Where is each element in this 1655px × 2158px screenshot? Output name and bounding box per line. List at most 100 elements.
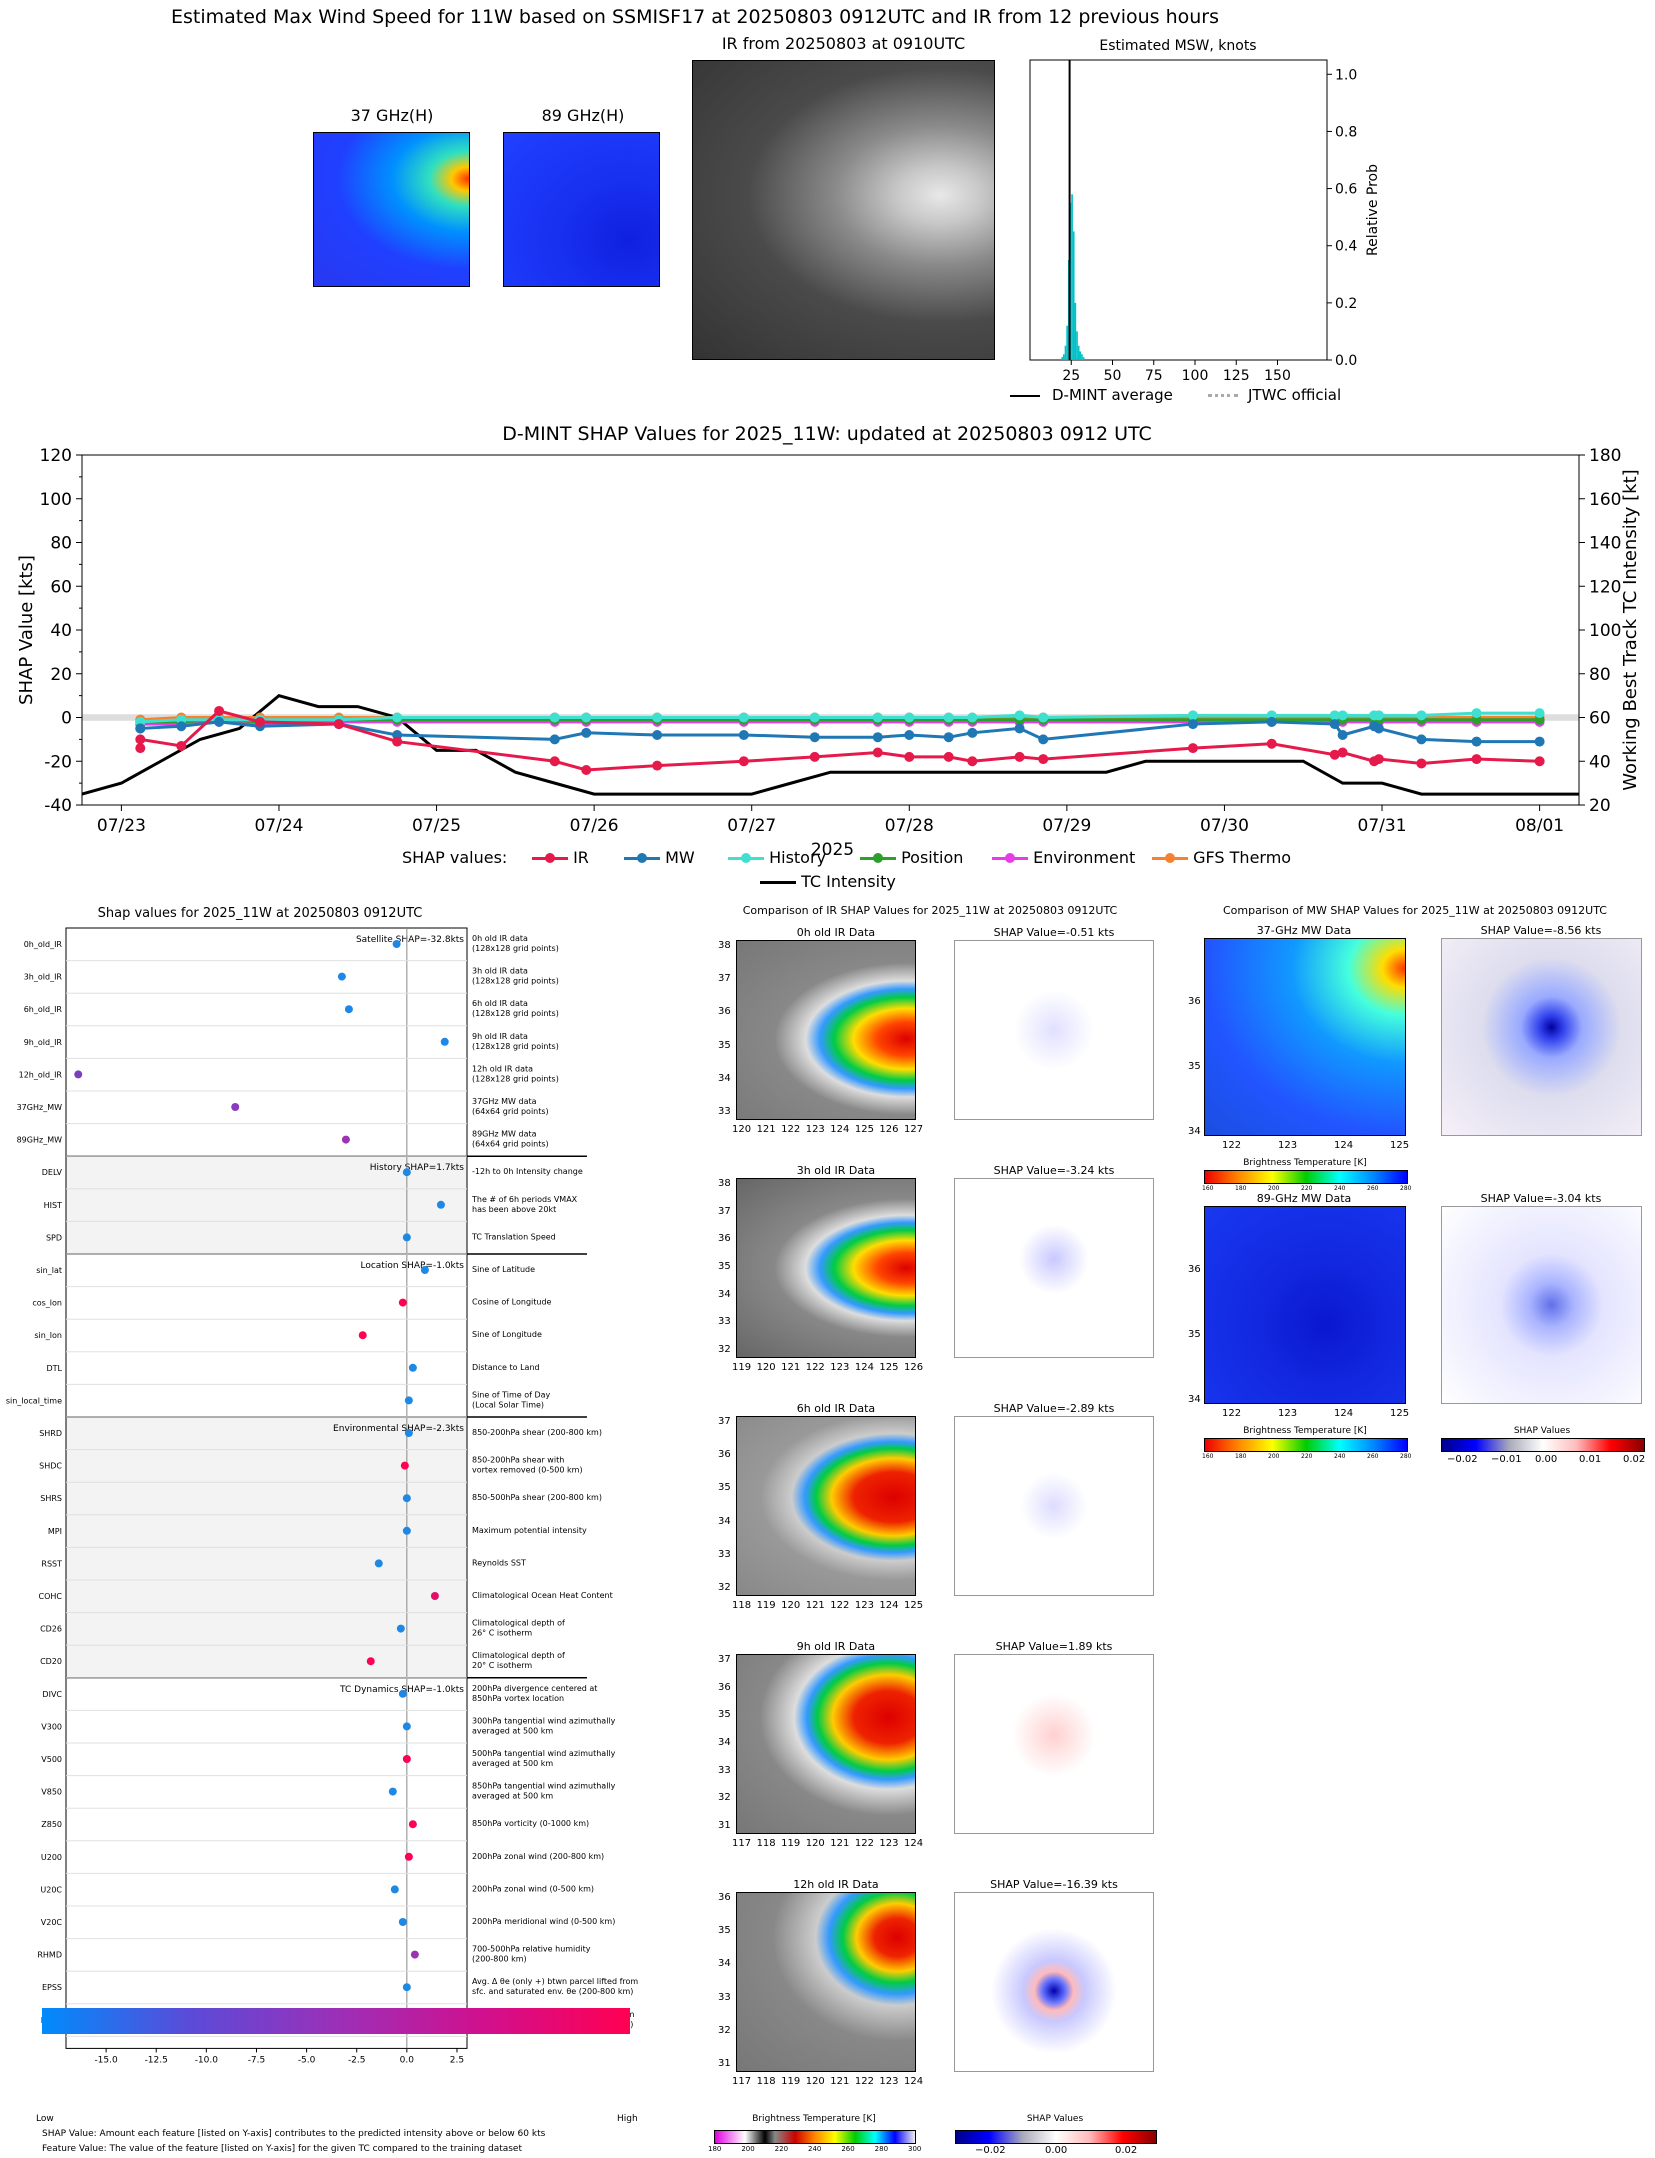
series-point-mw	[214, 716, 225, 727]
ir-compare-title: Comparison of IR SHAP Values for 2025_11…	[742, 904, 1118, 917]
msw-bar	[1072, 231, 1075, 360]
msw-ylabel: Relative Prob	[1365, 164, 1381, 256]
mw-ytick-label: 34	[1188, 1394, 1201, 1405]
ts-y2tick-label: 60	[1589, 709, 1611, 729]
group-label: Satellite SHAP=-32.8kts	[356, 935, 464, 945]
ts-xtick-label: 07/23	[97, 816, 146, 836]
feature-name: 9h_old_IR	[24, 1038, 63, 1047]
ir-ytick-label: 38	[718, 1178, 731, 1189]
ir-panel-label: 3h old IR Data	[796, 1164, 876, 1177]
ir-title: IR from 20250803 at 0910UTC	[721, 34, 966, 53]
ts-xtick-label: 07/27	[727, 816, 776, 836]
ir-xtick-label: 119	[781, 1838, 801, 1849]
series-point-ir	[1373, 754, 1384, 765]
series-point-ir	[967, 756, 978, 767]
series-point-mw	[1337, 730, 1348, 740]
feature-desc: 26° C isotherm	[472, 1629, 532, 1638]
series-point-history	[549, 712, 560, 723]
ts-y2tick-label: 20	[1589, 796, 1611, 816]
features-title: Shap values for 2025_11W at 20250803 091…	[97, 906, 423, 921]
mw-bt-tick-label: 180	[1235, 1185, 1247, 1192]
series-point-ir	[176, 740, 187, 751]
feature-shap-dot	[374, 1559, 383, 1568]
ir-ytick-label: 37	[718, 973, 731, 985]
feature-shap-dot	[402, 1755, 411, 1763]
ts-y2tick-label: 140	[1589, 534, 1621, 554]
series-point-mw	[809, 732, 820, 743]
series-point-mw	[652, 730, 663, 740]
ts-ytick-label: 80	[50, 534, 72, 554]
ts-xlabel: 2025	[811, 840, 854, 860]
ir-xtick-label: 123	[830, 1362, 850, 1373]
feature-desc: (128x128 grid points)	[472, 1074, 559, 1083]
ts-y2tick-label: 80	[1589, 665, 1611, 685]
ir-xtick-label: 118	[732, 1600, 752, 1611]
series-line-history	[140, 711, 1540, 724]
feature-shap-dot	[404, 1396, 413, 1405]
ir-shap-colorbar	[955, 2130, 1157, 2144]
ts-ytick-label: 40	[50, 621, 72, 641]
ir-xtick-label: 121	[805, 1600, 825, 1611]
ir-xtick-label: 120	[732, 1124, 752, 1135]
ir-bt-tick-label: 240	[808, 2145, 822, 2153]
msw-bar	[1071, 194, 1073, 360]
series-point-ir	[1329, 749, 1340, 760]
series-point-history	[581, 712, 592, 723]
colorbar-low-label: Low	[36, 2114, 54, 2124]
feat-xtick-label: -2.5	[348, 2055, 366, 2065]
ir-shap-value-label: SHAP Value=1.89 kts	[995, 1640, 1113, 1653]
mw-bt-tick-label: 200	[1268, 1185, 1280, 1192]
feature-shap-dot	[74, 1070, 83, 1079]
ir-bt-tick-label: 300	[908, 2145, 922, 2153]
ir-shap-map	[954, 1892, 1154, 2072]
ir-shap-value-label: SHAP Value=-3.24 kts	[993, 1164, 1115, 1177]
feature-desc: 89GHz MW data	[472, 1130, 537, 1139]
ir-xtick-label: 124	[904, 1838, 924, 1849]
series-point-history	[1534, 708, 1545, 719]
ts-legend-prefix: SHAP values:	[402, 848, 508, 867]
feat-xtick-label: -7.5	[248, 2055, 266, 2065]
legend-label: MW	[660, 848, 695, 867]
ir-ytick-label: 33	[718, 1764, 731, 1776]
ir-ytick-label: 36	[718, 1681, 731, 1693]
feature-desc: (128x128 grid points)	[472, 1042, 559, 1051]
mw-ytick-label: 36	[1188, 996, 1201, 1007]
msw-ytick-label: 0.0	[1335, 353, 1357, 369]
feature-desc: The # of 6h periods VMAX	[471, 1195, 578, 1204]
feature-desc: Sine of Longitude	[472, 1330, 542, 1339]
ir-ytick-label: 36	[718, 1006, 731, 1018]
feature-name: SPD	[46, 1233, 62, 1242]
series-point-history	[904, 712, 915, 723]
ir-ytick-label: 32	[718, 1792, 731, 1804]
feature-desc: (64x64 grid points)	[472, 1107, 549, 1116]
ir-ytick-label: 32	[718, 2024, 731, 2036]
feature-desc: 12h old IR data	[472, 1064, 533, 1073]
feat-xtick-label: -10.0	[195, 2055, 219, 2065]
ts-y2label: Working Best Track TC Intensity [kt]	[1620, 469, 1641, 790]
series-point-mw	[1471, 736, 1482, 747]
group-label: Environmental SHAP=-2.3kts	[333, 1424, 464, 1434]
series-point-ir	[943, 751, 954, 762]
ir-xtick-label: 121	[781, 1362, 801, 1373]
series-point-ir	[904, 751, 915, 762]
msw-bar	[1077, 345, 1080, 360]
series-point-ir	[1534, 756, 1545, 767]
feature-desc: vortex removed (0-500 km)	[472, 1466, 583, 1475]
series-point-history	[1373, 710, 1384, 721]
ir-xtick-label: 123	[854, 1600, 874, 1611]
feature-desc: Distance to Land	[472, 1363, 540, 1372]
mw-bt-tick-label: 260	[1367, 1453, 1379, 1460]
ir-ytick-label: 33	[718, 1106, 731, 1117]
ir-xtick-label: 122	[830, 1600, 850, 1611]
mw-bt-tick-label: 160	[1202, 1185, 1214, 1192]
ts-y2tick-label: 180	[1589, 446, 1621, 466]
mw-shap-value-label: SHAP Value=-8.56 kts	[1480, 924, 1602, 937]
feature-desc: averaged at 500 km	[472, 1759, 553, 1768]
ir-ytick-label: 35	[718, 1925, 731, 1937]
feature-desc: 700-500hPa relative humidity	[472, 1945, 591, 1954]
ir-ytick-label: 36	[718, 1892, 731, 1903]
ir-xtick-label: 120	[805, 2076, 825, 2087]
feature-shap-dot	[402, 1168, 411, 1177]
ir-shap-map	[954, 1178, 1154, 1358]
mw-shap-tick-label: 0.01	[1579, 1454, 1602, 1465]
